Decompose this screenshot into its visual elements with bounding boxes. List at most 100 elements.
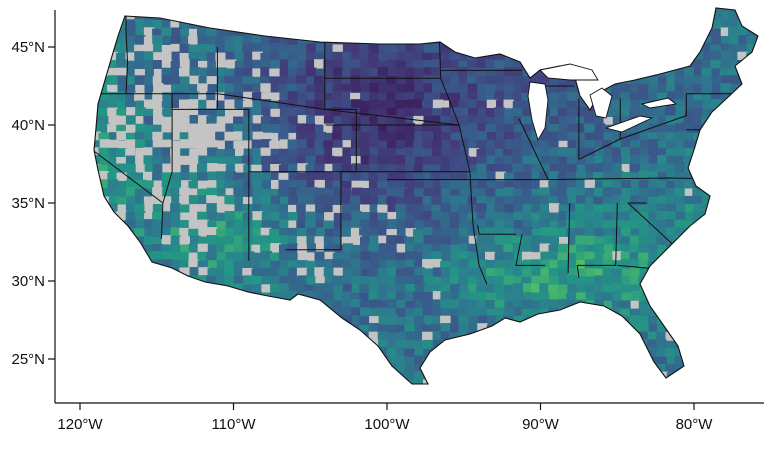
county-cell — [145, 372, 156, 382]
county-cell — [540, 52, 551, 62]
county-cell — [575, 332, 586, 342]
county-cell — [387, 187, 398, 197]
county-cell — [594, 356, 605, 366]
county-cell — [279, 283, 290, 293]
county-cell — [612, 357, 623, 367]
county-cell — [631, 21, 642, 31]
county-cell — [423, 12, 434, 21]
county-cell — [747, 300, 758, 310]
county-cell — [350, 355, 361, 365]
county-cell — [98, 213, 109, 223]
county-cell — [604, 331, 615, 341]
county-cell — [289, 340, 300, 350]
county-cell — [604, 44, 615, 54]
county-cell — [181, 363, 192, 373]
county-cell — [495, 325, 506, 335]
county-cell — [181, 11, 192, 20]
county-cell — [557, 83, 568, 93]
county-cell — [549, 340, 560, 350]
county-cell — [234, 300, 245, 310]
county-cell — [234, 252, 245, 262]
county-cell — [270, 357, 281, 367]
county-cell — [604, 372, 615, 382]
county-cell — [640, 60, 651, 69]
county-cell — [558, 13, 569, 23]
county-cell — [332, 381, 343, 391]
county-cell — [746, 284, 757, 294]
county-cell — [262, 5, 273, 15]
county-cell — [496, 4, 507, 14]
county-cell — [280, 123, 291, 133]
county-cell — [532, 364, 543, 374]
county-cell — [720, 316, 731, 326]
county-cell — [441, 68, 452, 78]
county-cell — [224, 347, 235, 357]
county-cell — [738, 220, 749, 230]
county-cell — [495, 235, 506, 245]
county-cell — [243, 5, 254, 15]
county-cell — [190, 67, 201, 77]
county-cell — [621, 21, 632, 31]
county-cell — [134, 277, 145, 287]
county-cell — [144, 308, 155, 318]
county-cell — [692, 237, 703, 247]
county-cell — [432, 19, 443, 29]
county-cell — [692, 156, 703, 166]
county-cell — [243, 316, 254, 326]
county-cell — [721, 221, 732, 231]
county-cell — [658, 59, 669, 69]
county-cell — [136, 308, 147, 318]
county-cell — [720, 147, 731, 157]
county-cell — [657, 227, 668, 237]
county-cell — [99, 220, 110, 230]
county-cell — [91, 228, 102, 238]
county-cell — [594, 29, 605, 39]
county-cell — [630, 3, 641, 13]
county-cell — [162, 292, 173, 302]
county-cell — [99, 372, 110, 382]
county-cell — [341, 349, 352, 359]
county-cell — [521, 348, 532, 358]
county-cell — [602, 29, 613, 39]
county-cell — [577, 316, 588, 326]
county-cell — [720, 205, 731, 215]
county-cell — [450, 28, 461, 38]
county-cell — [179, 5, 190, 15]
county-cell — [90, 180, 101, 190]
county-cell — [675, 53, 686, 63]
county-cell — [126, 115, 136, 125]
county-cell — [424, 389, 435, 399]
county-cell — [757, 331, 764, 341]
county-cell — [224, 132, 235, 142]
county-cell — [630, 12, 641, 21]
county-cell — [125, 283, 136, 293]
county-cell — [684, 228, 695, 238]
county-cell — [296, 123, 307, 132]
county-cell — [503, 365, 514, 375]
county-cell — [233, 292, 244, 302]
county-cell — [152, 35, 163, 45]
county-cell — [460, 20, 471, 30]
county-cell — [233, 309, 244, 319]
county-cell — [189, 363, 200, 373]
county-cell — [720, 293, 731, 303]
county-cell — [631, 60, 642, 70]
county-cell — [557, 43, 568, 53]
county-cell — [162, 285, 173, 295]
county-cell — [145, 325, 156, 335]
county-cell — [739, 195, 750, 205]
county-cell — [611, 195, 622, 205]
county-cell — [746, 380, 757, 390]
county-cell — [666, 261, 677, 271]
county-cell — [603, 13, 614, 23]
county-cell — [755, 61, 764, 71]
county-cell — [676, 276, 687, 286]
county-cell — [594, 317, 605, 327]
county-cell — [459, 188, 470, 198]
county-cell — [648, 381, 659, 391]
county-cell — [631, 43, 642, 53]
county-cell — [576, 5, 587, 15]
county-cell — [189, 301, 200, 311]
county-cell — [567, 339, 578, 349]
county-cell — [89, 292, 100, 302]
